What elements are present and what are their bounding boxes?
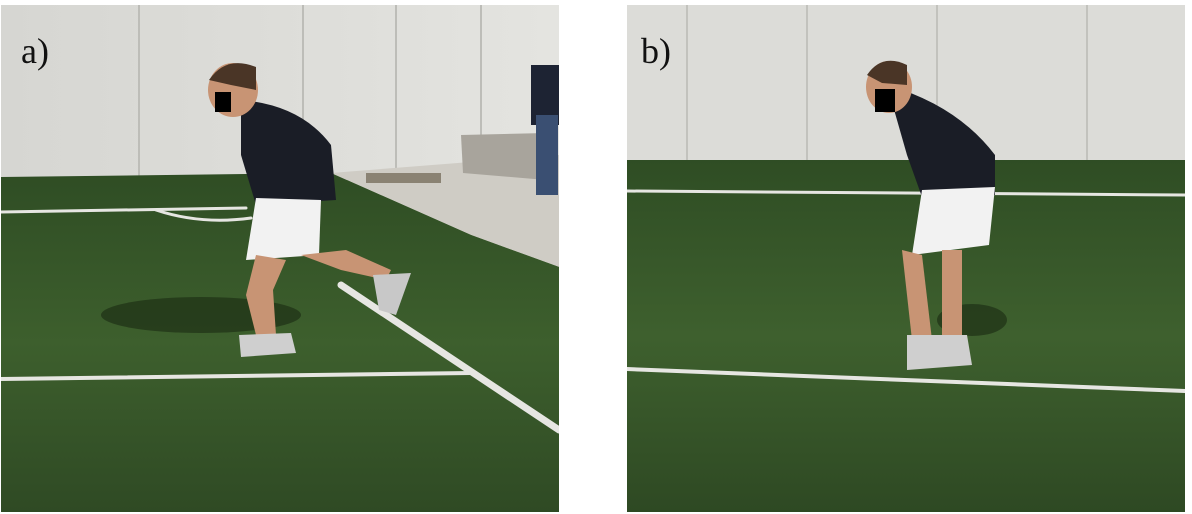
face-censor-a <box>215 92 231 112</box>
photo-a-image <box>1 5 559 512</box>
photo-panel-a: a) <box>1 5 559 512</box>
panel-label-a: a) <box>21 31 49 71</box>
athlete-b <box>866 60 995 370</box>
photo-panel-b: b) <box>627 5 1185 512</box>
runner-a <box>208 63 411 357</box>
grass-field <box>627 160 1185 512</box>
panel-label-b: b) <box>641 31 671 71</box>
face-censor-b <box>875 89 895 112</box>
photo-b-image <box>627 5 1185 512</box>
